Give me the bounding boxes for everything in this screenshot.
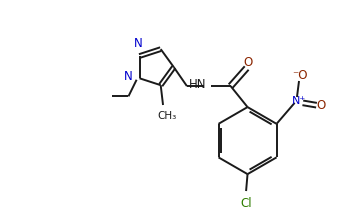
Text: N⁺: N⁺ (292, 95, 306, 106)
Text: CH₃: CH₃ (157, 111, 176, 121)
Text: HN: HN (189, 78, 207, 91)
Text: O: O (243, 56, 252, 69)
Text: N: N (124, 70, 133, 83)
Text: ⁻O: ⁻O (292, 69, 308, 82)
Text: Cl: Cl (241, 197, 252, 211)
Text: N: N (134, 37, 143, 50)
Text: O: O (317, 99, 326, 112)
